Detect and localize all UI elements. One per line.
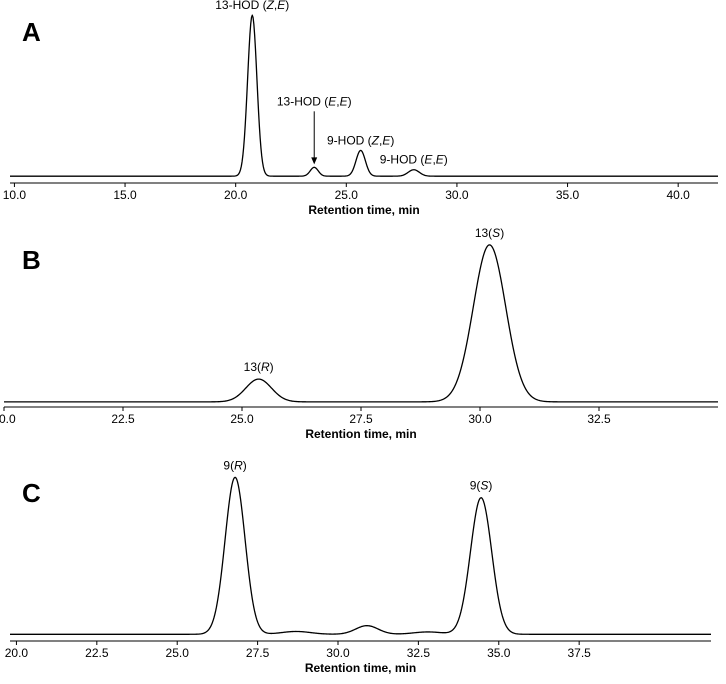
panel-c-tick-label: 20.0: [5, 646, 29, 660]
panel-a-tick-label: 10.0: [3, 188, 27, 202]
panel-a-tick-label: 15.0: [113, 188, 137, 202]
panel-c-tick-label: 25.0: [166, 646, 190, 660]
panel-b-axis-title: Retention time, min: [305, 427, 416, 441]
panel-c-letter: C: [22, 478, 41, 508]
panel-a-tick-label: 30.0: [445, 188, 469, 202]
panel-c-axis-title: Retention time, min: [305, 661, 416, 675]
panel-a-arrow-head: [311, 157, 318, 165]
panel-c-peak-label: 9(S): [470, 479, 493, 493]
panel-b: B 20.0 22.5 25.0 27.5 30.0 32.5 Retention time…: [0, 226, 718, 441]
panel-c: C 20.0 22.5 25.0 27.5 30.0 32.5 35.0 37.5 Retent…: [5, 458, 711, 675]
panel-a: A 10.0 15.0 20.0 25.0 30.0 35.0 40.0 Retention …: [3, 0, 718, 217]
panel-c-tick-label: 32.5: [407, 646, 431, 660]
panel-a-peak-label: 9-HOD (Z,E): [327, 133, 394, 147]
panel-a-peak-label: 13-HOD (E,E): [277, 94, 352, 108]
panel-c-trace: [10, 476, 711, 635]
panel-b-peak-label: 13(R): [244, 360, 274, 374]
panel-a-tick-label: 35.0: [556, 188, 580, 202]
panel-c-peak-label: 9(R): [223, 458, 246, 472]
panel-a-letter: A: [22, 17, 41, 47]
panel-b-tick-label: 27.5: [349, 412, 373, 426]
panel-a-peak-label: 9-HOD (E,E): [380, 153, 448, 167]
panel-a-tick-label: 20.0: [224, 188, 248, 202]
panel-a-axis-title: Retention time, min: [308, 203, 419, 217]
panel-b-tick-label: 20.0: [0, 412, 16, 426]
panel-a-peak-label: 13-HOD (Z,E): [215, 0, 289, 12]
panel-b-tick-label: 30.0: [468, 412, 492, 426]
panel-b-tick-label: 25.0: [230, 412, 254, 426]
panel-b-tick-label: 32.5: [587, 412, 611, 426]
panel-c-tick-label: 37.5: [567, 646, 591, 660]
panel-c-tick-label: 35.0: [487, 646, 511, 660]
panel-c-tick-label: 27.5: [246, 646, 270, 660]
panel-a-tick-label: 40.0: [666, 188, 690, 202]
panel-a-tick-label: 25.0: [335, 188, 359, 202]
panel-a-trace: [10, 14, 718, 177]
panel-b-letter: B: [22, 245, 41, 275]
panel-b-peak-label: 13(S): [475, 226, 504, 240]
panel-c-tick-label: 22.5: [85, 646, 109, 660]
panel-b-tick-label: 22.5: [111, 412, 135, 426]
panel-b-trace: [4, 244, 718, 403]
panel-c-tick-label: 30.0: [326, 646, 350, 660]
